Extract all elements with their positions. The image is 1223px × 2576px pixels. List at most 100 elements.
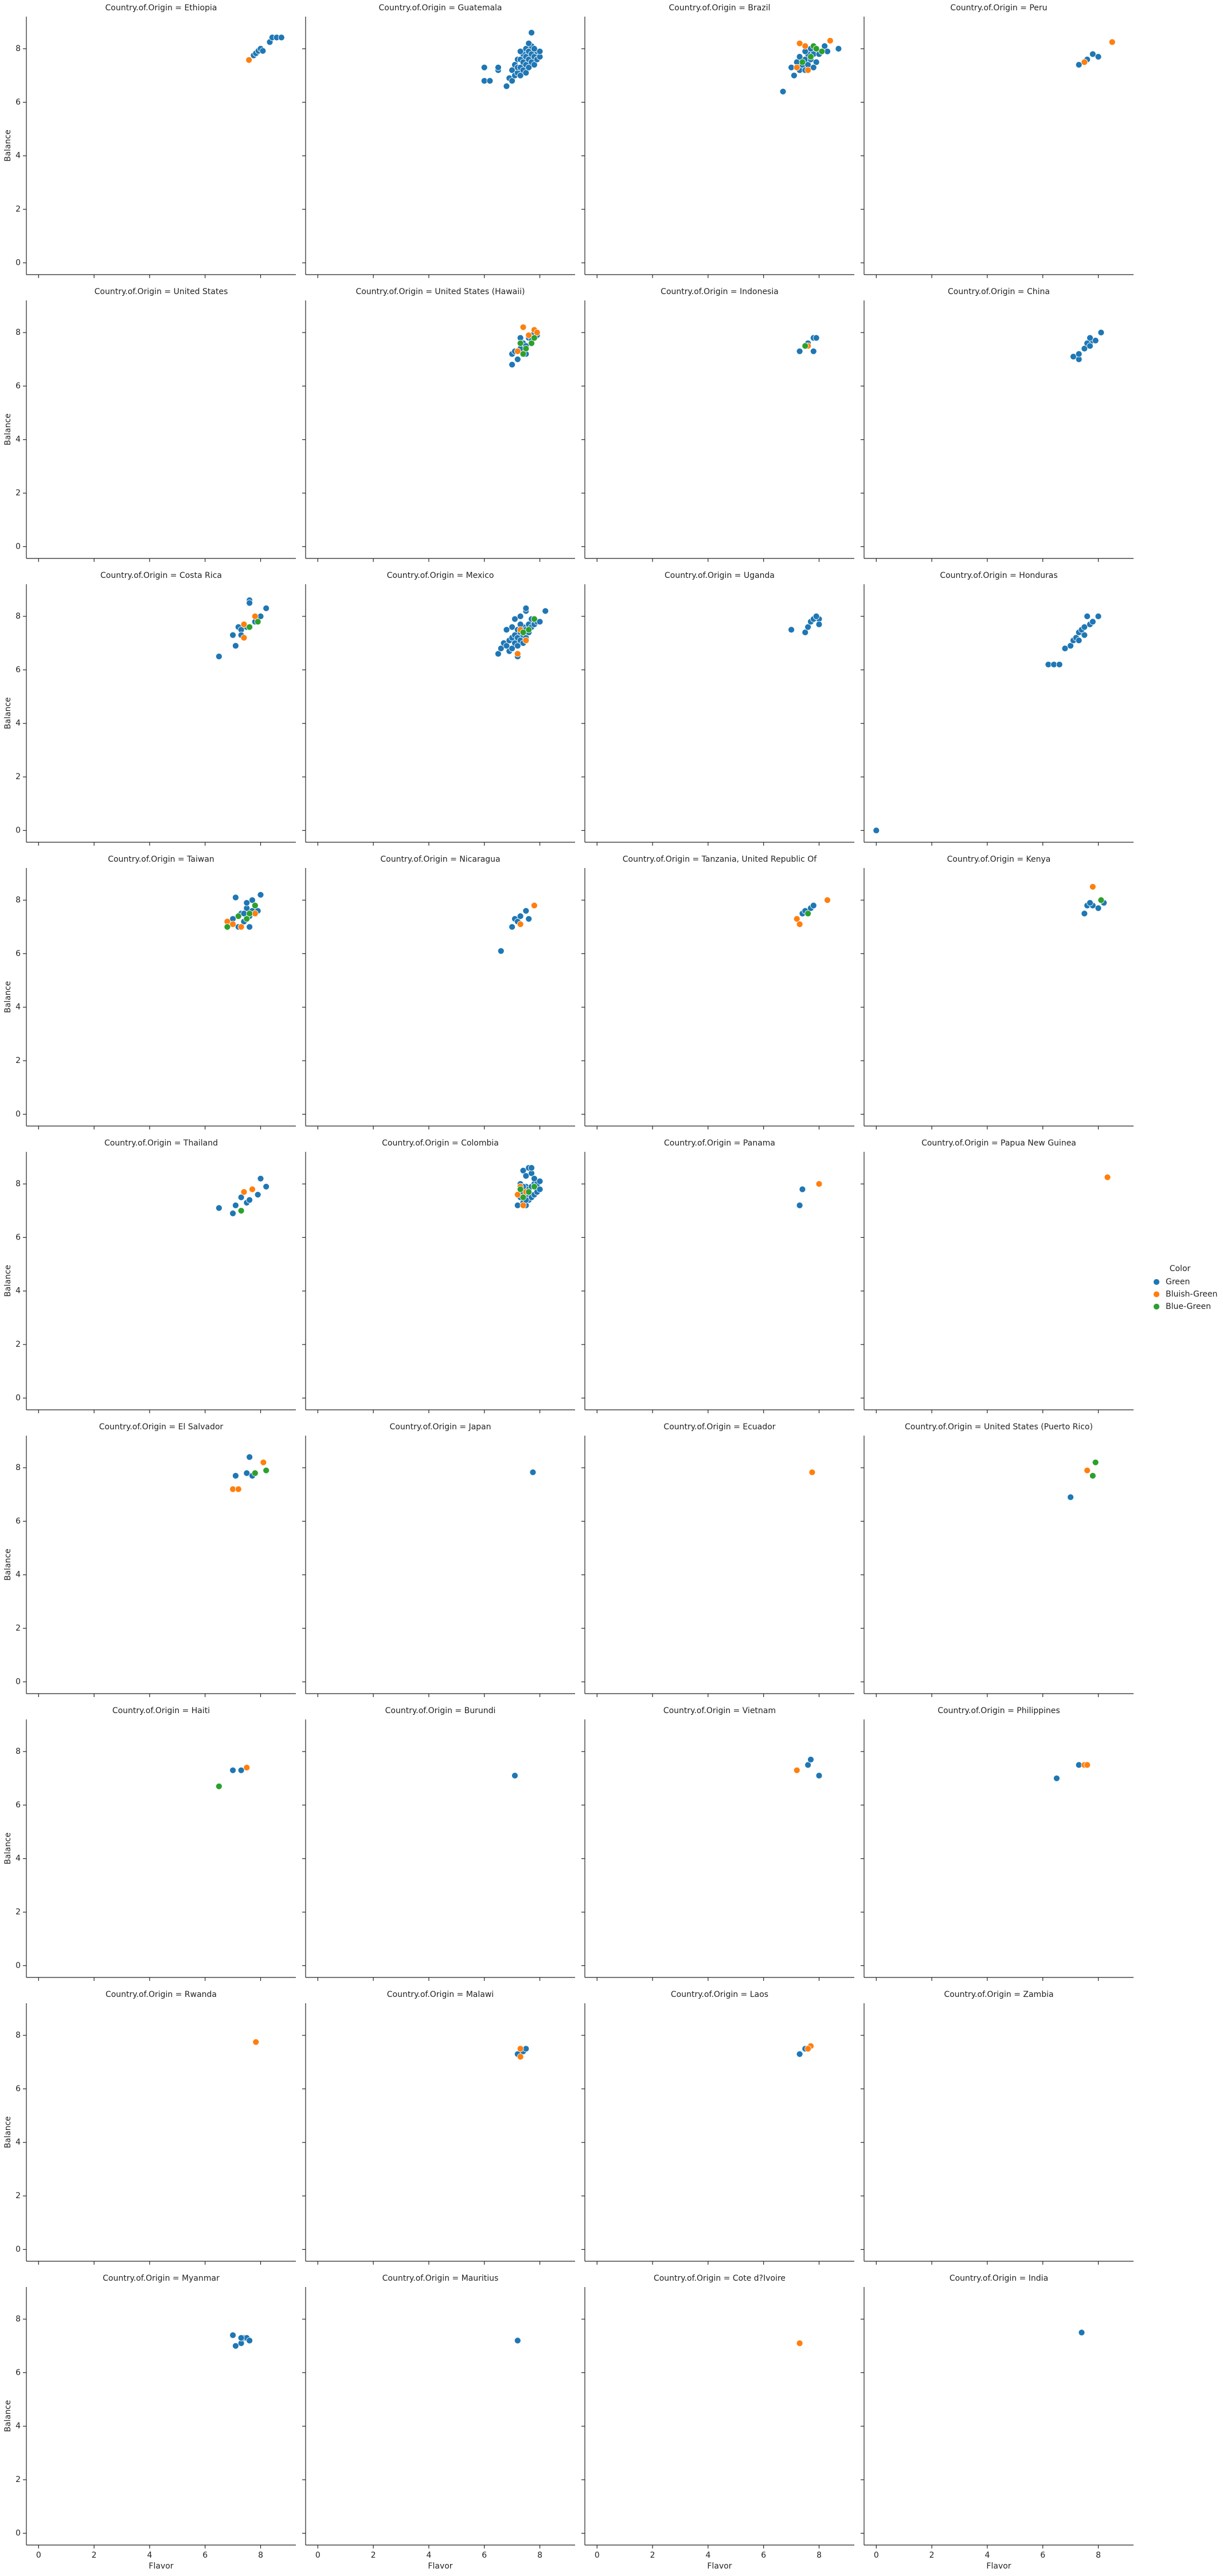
point xyxy=(802,42,809,50)
point xyxy=(1084,1761,1091,1769)
y-tick-label: 2 xyxy=(15,488,21,498)
y-tick-label: 4 xyxy=(15,1287,21,1296)
point xyxy=(229,631,237,639)
point xyxy=(514,642,521,650)
point xyxy=(517,2045,524,2053)
facet: Country.of.Origin = Ethiopia 0 2 4 6 8 Balance xyxy=(3,3,296,278)
point xyxy=(497,947,505,955)
facet: Country.of.Origin = Cote d?Ivoire 0 2 4 6 8 Fl… xyxy=(581,2274,854,2571)
point xyxy=(216,1783,222,1790)
point xyxy=(235,913,242,920)
point xyxy=(1089,883,1096,890)
point xyxy=(793,64,800,71)
y-tick-label: 4 xyxy=(15,1003,21,1012)
y-axis-label: Balance xyxy=(3,981,13,1013)
facet-title: Country.of.Origin = United States (Puert… xyxy=(905,1422,1093,1432)
point xyxy=(1092,1459,1099,1466)
facet-title: Country.of.Origin = Panama xyxy=(664,1139,775,1148)
y-tick-label: 4 xyxy=(15,1854,21,1863)
facet: Country.of.Origin = Malawi xyxy=(302,1990,575,2265)
facet: Country.of.Origin = Peru xyxy=(861,3,1134,278)
point xyxy=(249,897,256,904)
point xyxy=(246,599,253,607)
y-tick-label: 6 xyxy=(15,949,21,958)
point xyxy=(525,331,533,339)
point xyxy=(796,53,803,60)
x-tick-label: 8 xyxy=(816,2551,822,2560)
point xyxy=(1081,910,1088,917)
point xyxy=(804,2045,812,2053)
point xyxy=(1097,329,1105,336)
y-tick-label: 8 xyxy=(15,1463,21,1472)
point xyxy=(263,605,270,612)
point xyxy=(533,329,541,336)
y-tick-label: 6 xyxy=(15,2084,21,2093)
y-tick-label: 4 xyxy=(15,2422,21,2431)
point xyxy=(514,1191,521,1198)
point xyxy=(517,921,524,928)
point xyxy=(522,637,530,644)
x-tick-label: 8 xyxy=(537,2551,542,2560)
facet-title: Country.of.Origin = India xyxy=(950,2274,1048,2283)
point xyxy=(263,1467,270,1474)
point xyxy=(812,334,820,342)
point xyxy=(812,58,820,66)
point xyxy=(514,650,521,658)
point xyxy=(530,902,538,909)
facet: Country.of.Origin = Haiti 0 2 4 6 8 Balance xyxy=(3,1706,296,1981)
point xyxy=(835,45,842,52)
point xyxy=(525,915,533,922)
point xyxy=(807,1756,814,1763)
point xyxy=(254,618,261,626)
y-tick-label: 2 xyxy=(15,2475,21,2484)
point xyxy=(1089,618,1096,626)
point xyxy=(796,2340,803,2347)
facet-title: Country.of.Origin = Philippines xyxy=(937,1706,1060,1715)
facet-title: Country.of.Origin = Burundi xyxy=(385,1706,496,1715)
point xyxy=(229,2332,237,2339)
point xyxy=(514,347,521,355)
x-axis-label: Flavor xyxy=(986,2562,1011,2571)
facet-title: Country.of.Origin = Taiwan xyxy=(108,855,214,864)
point xyxy=(517,2053,524,2061)
point xyxy=(245,56,253,64)
x-tick-label: 8 xyxy=(1096,2551,1101,2560)
facet: Country.of.Origin = United States (Hawai… xyxy=(302,287,575,562)
y-tick-label: 0 xyxy=(15,542,21,551)
point xyxy=(1095,905,1102,912)
point xyxy=(1081,631,1088,639)
point xyxy=(1087,334,1093,342)
facet: Country.of.Origin = Mauritius 0 2 4 6 8 Flavor xyxy=(302,2274,575,2571)
facet: Country.of.Origin = Tanzania, United Rep… xyxy=(581,855,854,1129)
point xyxy=(246,1197,253,1203)
point xyxy=(530,1175,538,1182)
point xyxy=(807,53,814,60)
facet-title: Country.of.Origin = Cote d?Ivoire xyxy=(654,2274,786,2283)
point xyxy=(525,64,533,71)
x-tick-label: 0 xyxy=(315,2551,321,2560)
facet-title: Country.of.Origin = Nicaragua xyxy=(380,855,500,864)
legend-marker xyxy=(1153,1303,1160,1310)
point xyxy=(237,2334,245,2342)
point xyxy=(509,77,516,84)
point xyxy=(528,1164,535,1171)
point xyxy=(815,621,823,628)
facet-title: Country.of.Origin = Japan xyxy=(390,1422,491,1432)
point xyxy=(812,613,820,620)
point xyxy=(1070,353,1077,360)
point xyxy=(1089,1472,1096,1479)
legend-label: Bluish-Green xyxy=(1166,1290,1217,1299)
point xyxy=(257,891,264,898)
point xyxy=(503,642,510,650)
point xyxy=(509,645,516,652)
point xyxy=(514,2337,521,2344)
point xyxy=(1095,53,1102,60)
point xyxy=(536,1186,544,1193)
point xyxy=(1067,642,1074,650)
y-tick-label: 2 xyxy=(15,772,21,781)
point xyxy=(530,1183,538,1190)
legend-marker xyxy=(1153,1291,1160,1298)
point xyxy=(1084,1467,1091,1474)
legend-title: Color xyxy=(1170,1264,1191,1273)
point xyxy=(1053,1774,1060,1782)
